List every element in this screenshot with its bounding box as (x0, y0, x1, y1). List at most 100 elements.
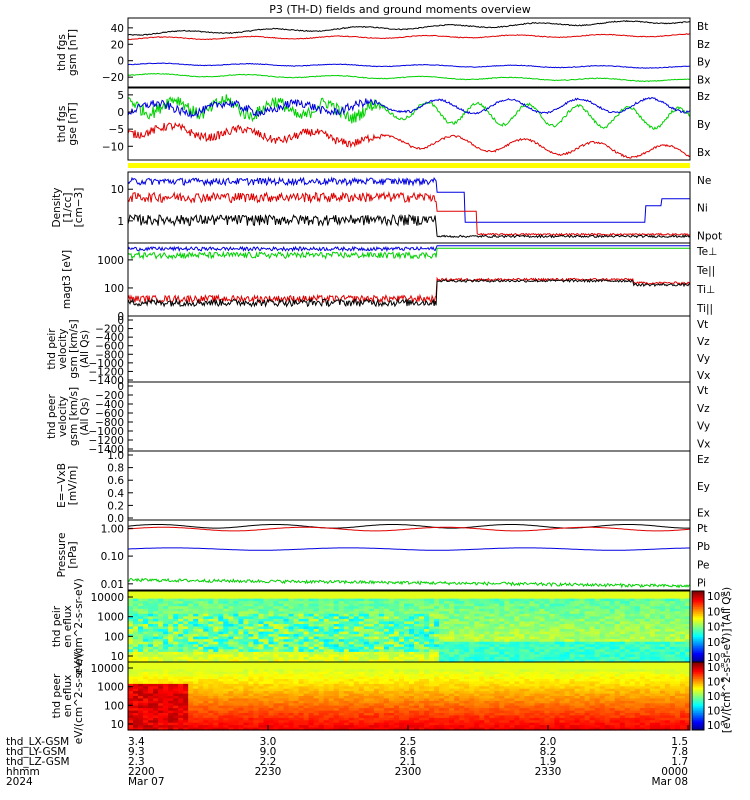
heatmap-cell (178, 703, 184, 707)
heatmap-cell (298, 693, 305, 697)
heatmap-cell (514, 624, 520, 628)
heatmap-cell (258, 696, 265, 699)
heatmap-cell (343, 631, 350, 635)
heatmap-cell (393, 656, 400, 660)
heatmap-cell (474, 618, 480, 622)
heatmap-cell (373, 688, 380, 692)
heatmap-cell (218, 669, 224, 673)
heatmap-cell (358, 631, 365, 635)
heatmap-cell (544, 634, 551, 638)
heatmap-cell (393, 713, 400, 716)
heatmap-cell (323, 593, 330, 597)
heatmap-cell (554, 631, 561, 635)
heatmap-cell (363, 618, 370, 622)
heatmap-cell (238, 606, 244, 610)
heatmap-cell (298, 641, 305, 645)
heatmap-cell (193, 696, 199, 699)
heatmap-cell (363, 722, 370, 726)
heatmap-cell (554, 606, 561, 610)
heatmap-cell (238, 616, 244, 620)
heatmap-cell (313, 621, 320, 625)
heatmap-cell (614, 634, 621, 638)
heatmap-cell (348, 681, 355, 685)
heatmap-cell (238, 608, 244, 612)
heatmap-cell (424, 598, 430, 602)
heatmap-cell (343, 596, 350, 600)
heatmap-cell (614, 646, 621, 650)
heatmap-cell (614, 631, 621, 635)
heatmap-cell (218, 664, 224, 668)
heatmap-cell (198, 618, 204, 622)
heatmap-cell (414, 676, 420, 680)
heatmap-cell (444, 693, 450, 697)
heatmap-cell (198, 666, 204, 670)
heatmap-cell (228, 669, 234, 673)
heatmap-cell (313, 616, 320, 620)
heatmap-cell (614, 629, 621, 633)
heatmap-cell (198, 691, 204, 695)
heatmap-cell (163, 621, 169, 625)
heatmap-cell (128, 601, 134, 605)
heatmap-cell (248, 629, 254, 633)
heatmap-cell (143, 696, 149, 699)
heatmap-cell (569, 606, 576, 610)
heatmap-cell (434, 601, 440, 605)
heatmap-cell (368, 713, 375, 716)
heatmap-cell (128, 641, 134, 645)
heatmap-cell (358, 613, 365, 617)
heatmap-cell (574, 626, 581, 630)
heatmap-cell (649, 629, 656, 633)
heatmap-cell (529, 644, 535, 648)
heatmap-cell (353, 696, 360, 699)
heatmap-cell (629, 613, 636, 617)
heatmap-cell (213, 631, 219, 635)
heatmap-cell (303, 611, 310, 615)
heatmap-cell (564, 616, 571, 620)
heatmap-cell (680, 601, 686, 605)
heatmap-cell (489, 631, 495, 635)
heatmap-cell (504, 644, 510, 648)
heatmap-cell (253, 636, 259, 640)
heatmap-cell (318, 676, 325, 680)
heatmap-cell (293, 708, 300, 712)
heatmap-cell (574, 593, 581, 597)
heatmap-cell (273, 611, 280, 615)
heatmap-cell (388, 698, 395, 702)
heatmap-cell (569, 616, 576, 620)
heatmap-cell (158, 629, 164, 633)
heatmap-cell (153, 611, 159, 615)
heatmap-cell (363, 636, 370, 640)
heatmap-cell (228, 621, 234, 625)
heatmap-cell (233, 651, 239, 655)
series-line-Te-par (127, 278, 691, 308)
heatmap-cell (263, 717, 270, 721)
heatmap-cell (449, 671, 455, 675)
heatmap-cell (434, 713, 440, 716)
heatmap-cell (318, 626, 325, 630)
heatmap-cell (674, 656, 681, 660)
heatmap-cell (669, 636, 676, 640)
heatmap-cell (504, 621, 510, 625)
heatmap-cell (128, 631, 134, 635)
heatmap-cell (685, 598, 691, 602)
heatmap-cell (273, 651, 280, 655)
heatmap-cell (193, 725, 199, 729)
heatmap-cell (283, 720, 290, 724)
heatmap-cell (614, 596, 621, 600)
heatmap-cell (293, 666, 300, 670)
heatmap-cell (539, 593, 546, 597)
heatmap-cell (685, 606, 691, 610)
heatmap-cell (609, 654, 616, 658)
heatmap-cell (313, 693, 320, 697)
heatmap-cell (474, 624, 480, 628)
heatmap-cell (333, 626, 340, 630)
heatmap-cell (213, 591, 219, 595)
heatmap-cell (439, 691, 445, 695)
heatmap-cell (358, 626, 365, 630)
heatmap-cell (208, 698, 214, 702)
tick-label: 0 (117, 311, 124, 323)
heatmap-cell (208, 666, 214, 670)
heatmap-cell (419, 666, 425, 670)
heatmap-cell (168, 705, 174, 709)
